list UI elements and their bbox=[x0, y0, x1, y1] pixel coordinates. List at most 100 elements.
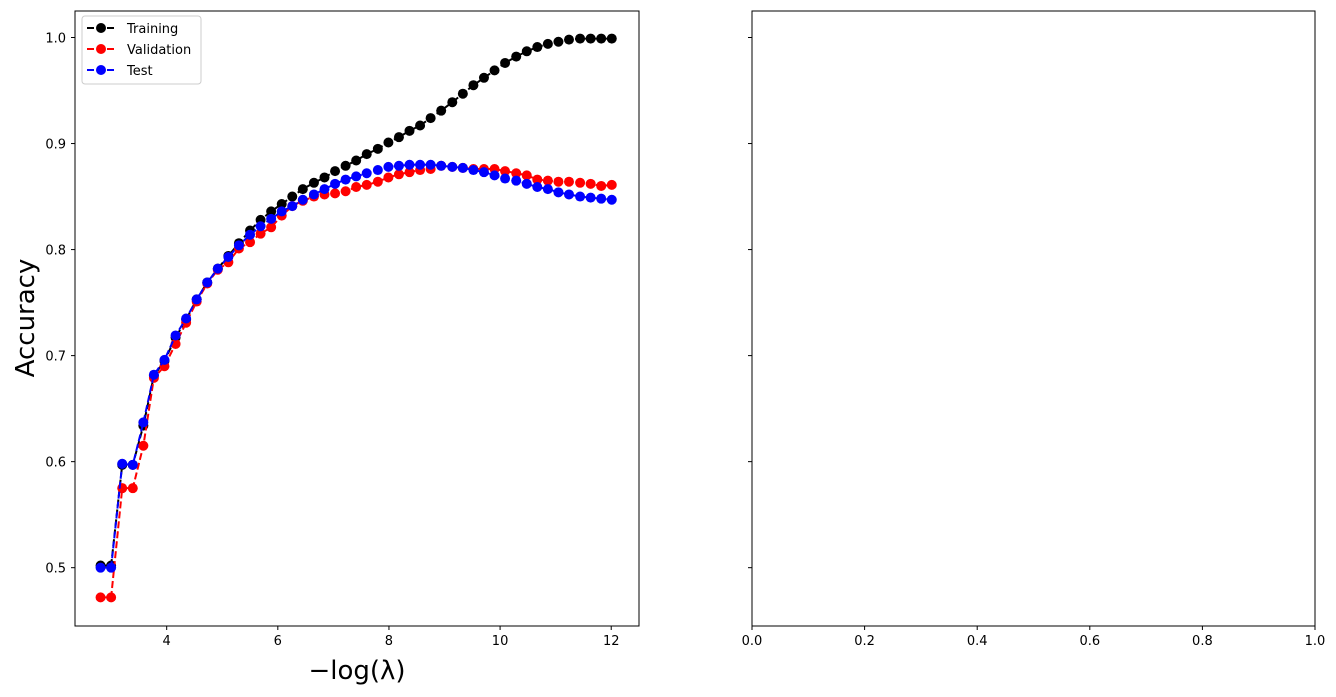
series-validation-point bbox=[95, 592, 106, 603]
series-test-point bbox=[202, 277, 213, 288]
legend-label: Training bbox=[126, 22, 178, 37]
series-training-point bbox=[532, 42, 543, 53]
series-test-point bbox=[223, 252, 234, 262]
legend-swatch-marker bbox=[96, 44, 106, 54]
series-training-point bbox=[393, 132, 404, 143]
legend-label: Test bbox=[126, 64, 153, 79]
series-validation-point bbox=[606, 179, 617, 190]
series-test-point bbox=[436, 160, 447, 171]
series-validation-point bbox=[563, 176, 574, 187]
series-test-point bbox=[308, 189, 319, 200]
legend-label: Validation bbox=[127, 43, 191, 58]
series-test-point bbox=[297, 194, 308, 205]
left-plot-x-ticks: 4 6 8 10 12 bbox=[163, 626, 620, 649]
series-training-point bbox=[468, 80, 479, 91]
series-validation-point bbox=[340, 186, 351, 197]
series-test-point bbox=[457, 162, 468, 173]
legend-swatch-marker bbox=[96, 23, 106, 33]
series-test bbox=[95, 159, 617, 573]
series-validation-point bbox=[553, 176, 564, 187]
left-plot-x-tick-label: 12 bbox=[603, 634, 620, 649]
right-plot-y-ticks bbox=[748, 37, 752, 569]
series-test-point bbox=[521, 178, 532, 189]
left-plot-y-axis-label: Accuracy bbox=[11, 259, 41, 378]
series-validation-point bbox=[404, 167, 415, 178]
right-plot-x-tick-label: 0.2 bbox=[854, 634, 875, 649]
series-test-point bbox=[340, 174, 351, 185]
series-test-point bbox=[106, 562, 117, 573]
series-training-point bbox=[553, 36, 564, 47]
series-validation-point bbox=[255, 228, 266, 239]
series-test-point bbox=[117, 458, 128, 469]
series-test-point bbox=[532, 182, 543, 193]
series-training-point bbox=[457, 88, 468, 99]
series-validation-point bbox=[511, 168, 522, 179]
left-plot-y-ticks: 0.5 0.6 0.7 0.8 0.9 1.0 bbox=[45, 32, 75, 577]
legend-item-training: Training bbox=[87, 22, 178, 37]
series-test-point bbox=[542, 184, 553, 195]
left-plot-y-tick-label: 0.9 bbox=[45, 138, 66, 153]
series-test-point bbox=[212, 263, 223, 274]
series-test-point bbox=[596, 193, 607, 204]
series-training-point bbox=[330, 166, 341, 177]
series-training-point bbox=[383, 137, 394, 148]
series-training-point bbox=[563, 34, 574, 45]
legend-box bbox=[81, 15, 202, 85]
left-plot-x-tick-label: 4 bbox=[163, 634, 171, 649]
series-training-point bbox=[415, 120, 426, 131]
series-test-point bbox=[606, 194, 617, 205]
left-plot-x-axis-label: −log(λ) bbox=[308, 656, 405, 686]
series-test-point bbox=[383, 161, 394, 172]
series-test-point bbox=[563, 189, 574, 200]
series-training-point bbox=[478, 72, 489, 83]
series-test-point bbox=[138, 417, 149, 428]
left-plot-y-tick-label: 0.6 bbox=[45, 456, 66, 471]
series-test-point bbox=[404, 159, 415, 170]
series-training-point bbox=[425, 113, 436, 124]
series-training-point bbox=[500, 57, 511, 68]
series-validation-point bbox=[393, 169, 404, 180]
legend: Training Validation Test bbox=[81, 15, 202, 85]
series-validation-point bbox=[245, 237, 256, 248]
series-validation-point bbox=[266, 222, 277, 233]
left-plot-x-tick-label: 10 bbox=[492, 634, 509, 649]
series-training-point bbox=[372, 143, 383, 154]
right-plot-x-tick-label: 0.0 bbox=[742, 634, 763, 649]
right-plot-x-tick-label: 1.0 bbox=[1305, 634, 1326, 649]
right-plot-x-tick-label: 0.8 bbox=[1192, 634, 1213, 649]
left-plot-x-tick-label: 6 bbox=[274, 634, 282, 649]
series-test-point bbox=[255, 221, 266, 232]
series-training-point bbox=[489, 65, 500, 76]
right-plot-x-ticks: 0.0 0.2 0.4 0.6 0.8 1.0 bbox=[742, 626, 1326, 649]
series-test-point bbox=[148, 369, 159, 380]
right-plot: 0.0 0.2 0.4 0.6 0.8 1.0 bbox=[742, 10, 1326, 649]
series-validation-point bbox=[372, 176, 383, 187]
series-training-point bbox=[319, 172, 330, 183]
right-plot-frame bbox=[751, 10, 1316, 627]
left-plot-frame bbox=[74, 10, 640, 627]
series-training-point bbox=[596, 33, 607, 44]
series-validation-point bbox=[585, 178, 596, 189]
right-plot-x-tick-label: 0.4 bbox=[967, 634, 988, 649]
series-test-point bbox=[95, 562, 106, 573]
series-validation-point bbox=[383, 172, 394, 183]
series-validation-point bbox=[127, 483, 138, 494]
series-validation-point bbox=[542, 175, 553, 186]
series-validation-point bbox=[596, 180, 607, 191]
left-plot-y-tick-label: 0.8 bbox=[45, 244, 66, 259]
series-test-point bbox=[319, 184, 330, 195]
series-test-point bbox=[266, 213, 277, 224]
series-test-point bbox=[468, 165, 479, 176]
series-training-point bbox=[606, 33, 617, 44]
series-training-point bbox=[575, 33, 586, 44]
left-plot-y-tick-label: 0.5 bbox=[45, 562, 66, 577]
series-test-point bbox=[233, 240, 244, 251]
series-test-point bbox=[330, 178, 341, 189]
series-validation-point bbox=[361, 179, 372, 190]
series-test-point bbox=[447, 161, 458, 172]
legend-item-validation: Validation bbox=[87, 43, 191, 58]
series-validation-point bbox=[138, 440, 149, 451]
series-training-point bbox=[436, 105, 447, 116]
right-plot-x-tick-label: 0.6 bbox=[1079, 634, 1100, 649]
series-validation-point bbox=[500, 166, 511, 177]
